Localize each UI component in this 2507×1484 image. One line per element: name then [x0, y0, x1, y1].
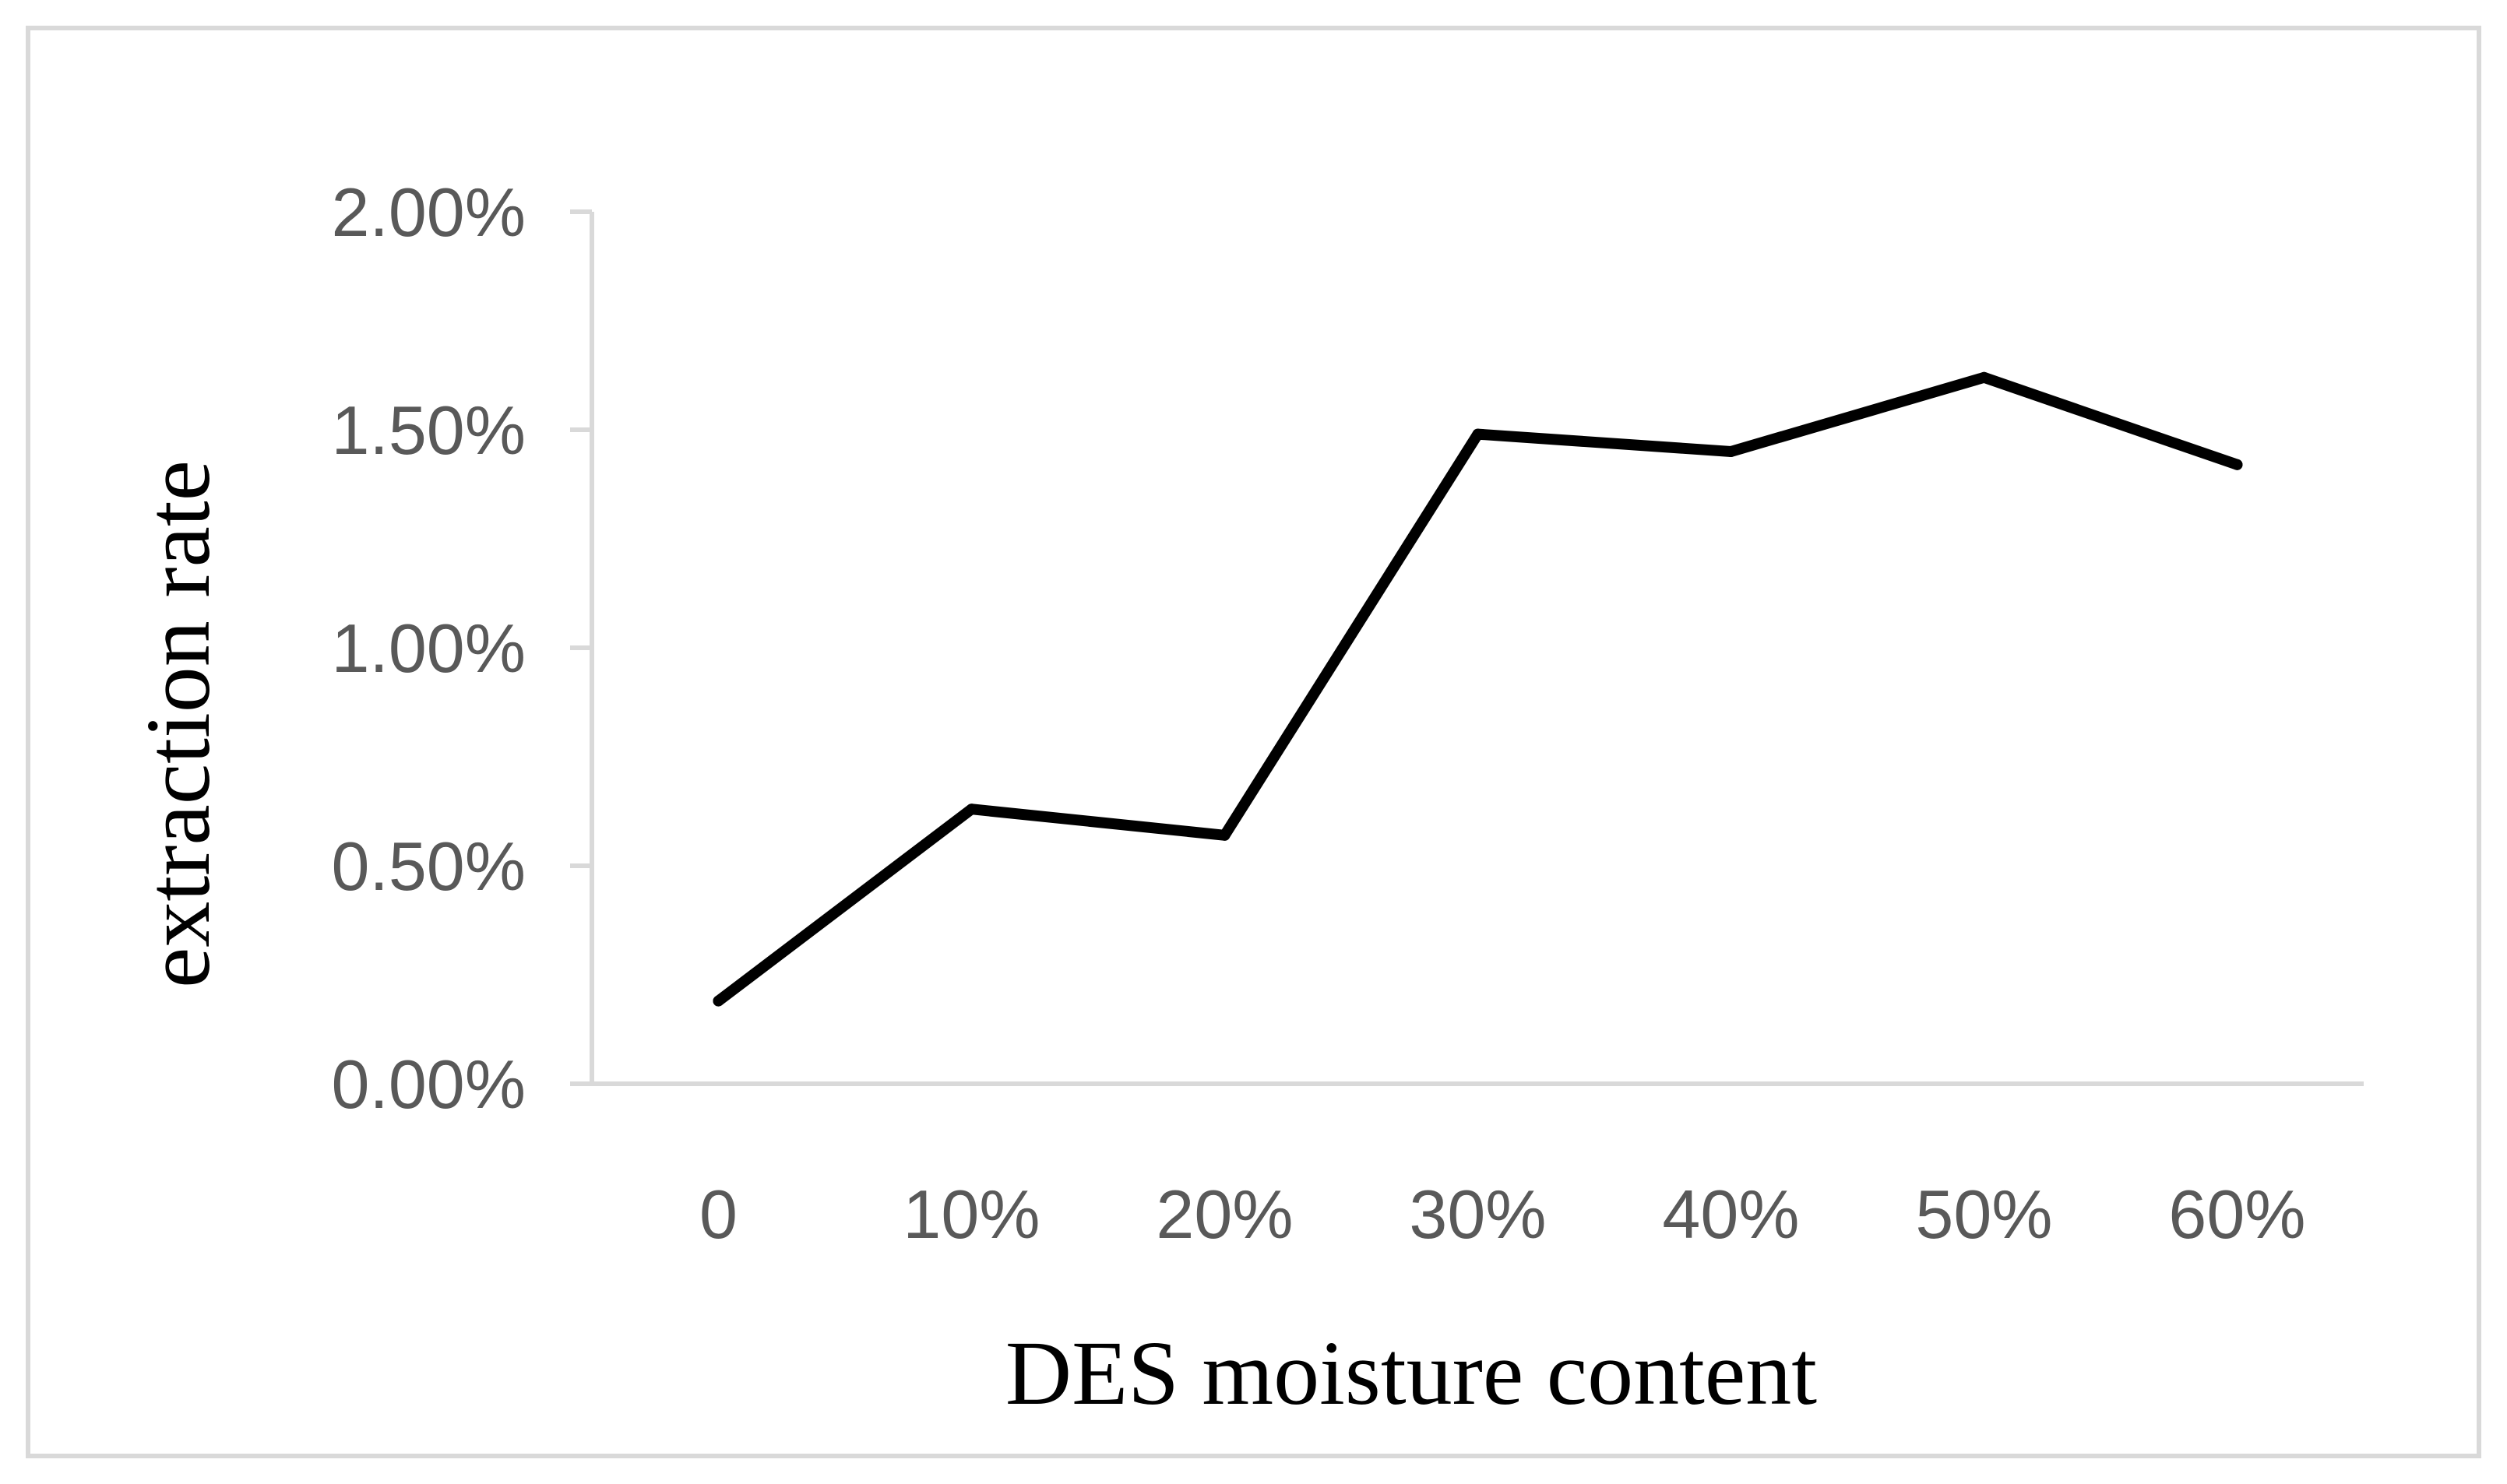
y-tick-label: 2.00%: [331, 174, 526, 251]
y-tick-label: 0.50%: [331, 828, 526, 905]
x-tick-label: 60%: [2168, 1176, 2305, 1253]
y-tick-label: 1.00%: [331, 610, 526, 687]
series-group: [713, 371, 2243, 1007]
y-tick-group: 0.00% 0.50% 1.00% 1.50% 2.00%: [331, 174, 592, 1123]
data-point: [1725, 446, 1737, 457]
data-point: [1219, 829, 1231, 841]
data-point: [2231, 459, 2243, 470]
x-tick-label: 30%: [1409, 1176, 1546, 1253]
y-tick-label: 1.50%: [331, 392, 526, 469]
x-tick-label: 40%: [1662, 1176, 1799, 1253]
x-tick-label: 0: [699, 1176, 738, 1253]
y-axis-title: extraction rate: [127, 460, 229, 988]
x-tick-label: 50%: [1915, 1176, 2052, 1253]
data-point: [1472, 428, 1484, 440]
data-point: [966, 804, 977, 815]
data-point: [1978, 371, 1990, 383]
data-point: [713, 995, 724, 1007]
x-tick-label: 10%: [903, 1176, 1040, 1253]
x-tick-label: 20%: [1156, 1176, 1293, 1253]
x-axis-title: DES moisture content: [1005, 1322, 1817, 1424]
chart-border: [26, 26, 2481, 1458]
y-tick-label: 0.00%: [331, 1046, 526, 1123]
x-tick-group: 0 10% 20% 30% 40% 50% 60%: [699, 1176, 2306, 1253]
